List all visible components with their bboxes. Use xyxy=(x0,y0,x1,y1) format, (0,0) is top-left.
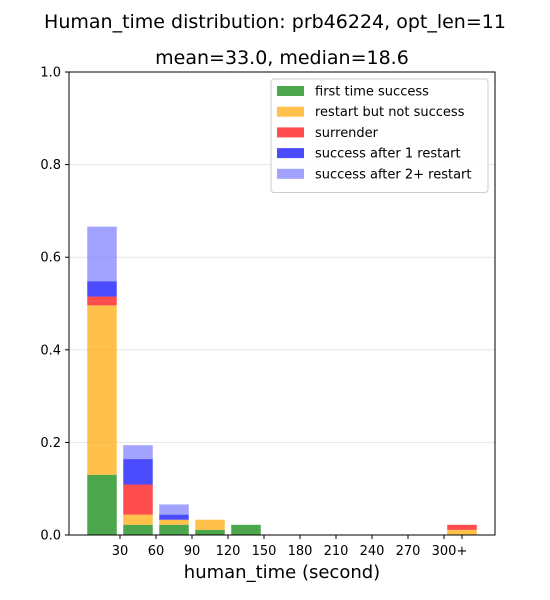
y-tick-label: 0.0 xyxy=(40,529,61,544)
bar-segment xyxy=(87,281,117,297)
x-tick-label: 210 xyxy=(324,544,349,559)
bar-segment xyxy=(447,529,477,535)
bar-segment xyxy=(159,514,189,520)
legend-swatch xyxy=(277,148,304,159)
chart-title: Human_time distribution: prb46224, opt_l… xyxy=(44,11,506,33)
y-tick-label: 1.0 xyxy=(40,66,61,81)
bar-segment xyxy=(123,484,153,515)
x-tick-label: 240 xyxy=(360,544,385,559)
x-tick-label: 30 xyxy=(112,544,129,559)
y-tick-label: 0.2 xyxy=(40,436,61,451)
x-tick-label: 300 xyxy=(432,544,457,559)
plot-frame xyxy=(68,71,496,536)
x-axis-label: human_time (second) xyxy=(184,562,380,583)
legend: first time success restart but not succes… xyxy=(270,78,489,193)
legend-label: restart but not success xyxy=(315,105,465,120)
bar-segment xyxy=(231,524,261,535)
bar-segment xyxy=(159,504,189,515)
bars xyxy=(87,226,477,535)
x-tick-label: + xyxy=(457,544,468,559)
y-tick-label: 0.6 xyxy=(40,251,61,266)
legend-label: surrender xyxy=(315,126,379,141)
x-axis: 30 60 90 120 150 180 210 240 270 300 + xyxy=(112,535,468,559)
bar-segment xyxy=(195,519,225,530)
legend-label: first time success xyxy=(315,85,429,100)
x-tick-label: 90 xyxy=(184,544,201,559)
bar-segment xyxy=(87,305,117,475)
y-axis: 0.0 0.2 0.4 0.6 0.8 1.0 xyxy=(40,66,69,544)
bar-segment xyxy=(159,519,189,525)
legend-label: success after 1 restart xyxy=(315,147,461,162)
bar-segment xyxy=(195,529,225,535)
x-tick-label: 150 xyxy=(252,544,277,559)
bar-segment xyxy=(87,296,117,306)
x-tick-label: 180 xyxy=(288,544,313,559)
x-tick-label: 270 xyxy=(396,544,421,559)
bar-segment xyxy=(123,459,153,485)
chart-subtitle: mean=33.0, median=18.6 xyxy=(155,47,409,69)
bar-segment xyxy=(123,524,153,535)
legend-swatch xyxy=(277,106,304,117)
bar-segment xyxy=(447,524,477,530)
bar-segment xyxy=(87,226,117,282)
grid xyxy=(69,164,495,443)
legend-box xyxy=(270,78,489,193)
bar-segment xyxy=(87,474,117,535)
bar-segment xyxy=(123,445,153,460)
y-tick-label: 0.8 xyxy=(40,158,61,173)
bar-segment xyxy=(123,514,153,525)
x-tick-label: 120 xyxy=(216,544,241,559)
x-tick-label: 60 xyxy=(148,544,165,559)
bar-segment xyxy=(159,524,189,535)
legend-swatch xyxy=(277,127,304,138)
legend-swatch xyxy=(277,86,304,96)
y-tick-label: 0.4 xyxy=(40,343,61,358)
legend-label: success after 2+ restart xyxy=(315,167,472,182)
legend-swatch xyxy=(277,168,304,179)
